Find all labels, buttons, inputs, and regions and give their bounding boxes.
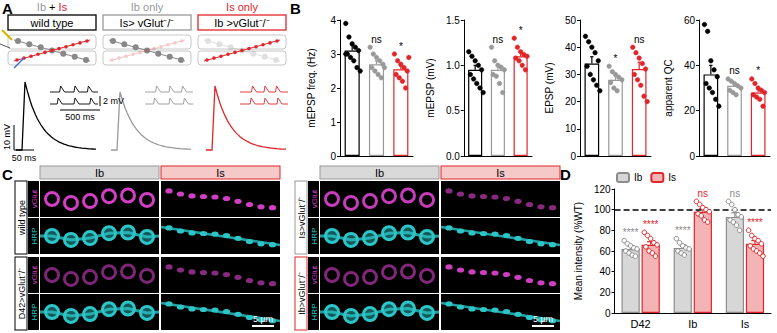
svg-text:*: *: [519, 25, 523, 36]
svg-text:Ib: Ib: [634, 172, 643, 183]
svg-text:Is> vGlut⁻/⁻: Is> vGlut⁻/⁻: [120, 17, 175, 29]
svg-text:10: 10: [565, 123, 577, 134]
svg-text:20: 20: [684, 105, 696, 116]
svg-text:Ib: Ib: [95, 167, 104, 179]
svg-text:5 µm: 5 µm: [533, 314, 553, 324]
svg-text:5 µm: 5 µm: [253, 314, 273, 324]
svg-text:Ib: Ib: [375, 167, 384, 179]
svg-text:vGlut: vGlut: [310, 189, 319, 208]
svg-text:2 mV: 2 mV: [103, 96, 124, 106]
svg-text:40: 40: [684, 60, 696, 71]
svg-text:50: 50: [565, 15, 577, 26]
svg-text:Ib + Is: Ib + Is: [37, 1, 68, 13]
svg-text:HRP: HRP: [310, 304, 319, 321]
svg-text:EPSP (mV): EPSP (mV): [544, 63, 555, 114]
svg-text:0: 0: [330, 151, 336, 162]
svg-text:1.5: 1.5: [446, 15, 460, 26]
svg-text:60: 60: [599, 246, 611, 257]
svg-text:*: *: [399, 41, 403, 52]
svg-text:****: ****: [675, 225, 691, 236]
svg-text:30: 30: [565, 69, 577, 80]
svg-text:0.5: 0.5: [446, 105, 460, 116]
svg-text:ns: ns: [371, 34, 382, 45]
svg-text:Is only: Is only: [226, 1, 258, 13]
svg-text:vGlut: vGlut: [30, 265, 39, 284]
svg-text:*: *: [614, 53, 618, 64]
html-text:A: A: [2, 0, 13, 17]
svg-text:ns: ns: [634, 34, 645, 45]
svg-text:60: 60: [684, 15, 696, 26]
svg-text:Ib >vGlut⁻/⁻: Ib >vGlut⁻/⁻: [214, 17, 269, 29]
svg-text:HRP: HRP: [310, 228, 319, 245]
svg-text:ns: ns: [698, 188, 709, 199]
svg-text:Ib: Ib: [688, 318, 697, 330]
svg-text:mEPSP freq. (Hz): mEPSP freq. (Hz): [306, 48, 317, 127]
svg-text:80: 80: [599, 225, 611, 236]
svg-text:Ib only: Ib only: [131, 1, 164, 13]
svg-text:Is: Is: [496, 167, 505, 179]
svg-text:vGlut: vGlut: [310, 265, 319, 284]
svg-text:50 ms: 50 ms: [12, 153, 37, 163]
svg-text:HRP: HRP: [30, 228, 39, 245]
svg-text:Mean intensity (%WT): Mean intensity (%WT): [573, 202, 584, 300]
html-text:B: B: [290, 0, 301, 17]
svg-text:0: 0: [570, 151, 576, 162]
svg-text:Is: Is: [668, 172, 676, 183]
svg-text:10 mV: 10 mV: [2, 124, 12, 150]
svg-text:wild type: wild type: [17, 200, 27, 236]
svg-text:****: ****: [643, 219, 659, 230]
svg-text:D42: D42: [631, 318, 651, 330]
svg-text:Is: Is: [216, 167, 225, 179]
svg-text:1.0: 1.0: [446, 60, 460, 71]
svg-text:mEPSP (mV): mEPSP (mV): [425, 58, 436, 117]
svg-text:D42>vGlut⁻/⁻: D42>vGlut⁻/⁻: [17, 268, 27, 319]
svg-text:2: 2: [330, 83, 336, 94]
svg-text:ns: ns: [493, 34, 504, 45]
svg-text:1: 1: [330, 117, 336, 128]
svg-text:*: *: [756, 65, 760, 76]
svg-text:ns: ns: [729, 65, 740, 76]
svg-text:Is>vGlut⁻/⁻: Is>vGlut⁻/⁻: [297, 197, 307, 239]
svg-text:20: 20: [599, 287, 611, 298]
svg-text:20: 20: [565, 96, 577, 107]
svg-text:HRP: HRP: [30, 304, 39, 321]
svg-text:40: 40: [565, 42, 577, 53]
svg-text:40: 40: [599, 266, 611, 277]
svg-text:3: 3: [330, 49, 336, 60]
svg-text:0: 0: [689, 151, 695, 162]
svg-text:apparent QC: apparent QC: [663, 59, 674, 116]
svg-text:4: 4: [330, 15, 336, 26]
svg-text:0: 0: [605, 308, 611, 319]
svg-text:vGlut: vGlut: [30, 189, 39, 208]
svg-text:Is: Is: [741, 318, 750, 330]
svg-text:100: 100: [594, 204, 611, 215]
html-text:C: C: [2, 166, 13, 183]
html-text:D: D: [560, 166, 571, 183]
svg-text:120: 120: [594, 184, 611, 195]
svg-text:ns: ns: [730, 188, 741, 199]
svg-text:0.0: 0.0: [446, 151, 460, 162]
svg-text:****: ****: [747, 217, 763, 228]
svg-text:Ib>vGlut⁻/⁻: Ib>vGlut⁻/⁻: [297, 272, 307, 314]
svg-text:500 ms: 500 ms: [65, 112, 95, 122]
svg-text:wild type: wild type: [30, 17, 74, 29]
svg-text:****: ****: [623, 227, 639, 238]
